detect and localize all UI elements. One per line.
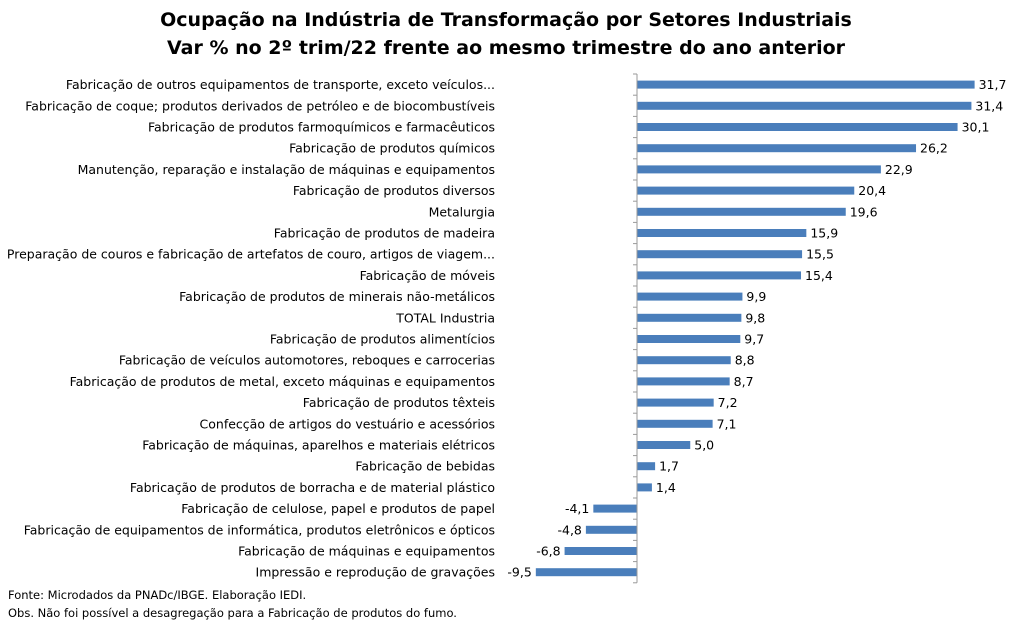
- bar: [637, 165, 881, 174]
- category-label: Fabricação de produtos químicos: [289, 141, 495, 156]
- bar: [637, 123, 958, 131]
- data-label: 26,2: [920, 141, 948, 156]
- category-label: Fabricação de bebidas: [355, 459, 495, 474]
- data-label: 9,7: [744, 332, 764, 347]
- category-label: Fabricação de celulose, papel e produtos…: [181, 501, 495, 516]
- data-label: 7,1: [717, 416, 737, 431]
- category-label: Fabricação de coque; produtos derivados …: [25, 98, 495, 113]
- data-label: -4,1: [565, 501, 589, 516]
- bar: [637, 419, 713, 428]
- category-label: Fabricação de móveis: [360, 268, 495, 283]
- bar: [637, 462, 656, 471]
- bar: [637, 441, 691, 449]
- category-label: Fabricação de produtos alimentícios: [270, 332, 495, 347]
- data-label: -4,8: [557, 522, 581, 537]
- category-label: Fabricação de produtos de borracha e de …: [130, 480, 495, 495]
- bar: [637, 207, 846, 216]
- bar: [637, 186, 855, 195]
- chart-subtitle: Var % no 2º trim/22 frente ao mesmo trim…: [166, 37, 846, 59]
- category-label: Fabricação de produtos de metal, exceto …: [70, 374, 495, 389]
- category-label: Fabricação de produtos de madeira: [274, 226, 495, 241]
- bar: [637, 483, 652, 492]
- category-label: Fabricação de produtos têxteis: [303, 395, 495, 410]
- data-label: 1,7: [659, 459, 679, 474]
- bar: [637, 398, 714, 407]
- bar: [535, 568, 637, 577]
- data-label: 22,9: [885, 162, 913, 177]
- data-label: 31,4: [975, 98, 1003, 113]
- obs-note: Obs. Não foi possível a desagregação par…: [8, 606, 457, 620]
- bar: [637, 229, 807, 237]
- category-label: Fabricação de produtos farmoquímicos e f…: [148, 120, 495, 135]
- category-label: Fabricação de produtos diversos: [293, 183, 495, 198]
- data-label: 19,6: [850, 204, 878, 219]
- data-label: 20,4: [858, 183, 886, 198]
- category-label: Manutenção, reparação e instalação de má…: [78, 162, 495, 177]
- bar: [593, 504, 637, 513]
- data-label: 15,4: [805, 268, 833, 283]
- data-label: 30,1: [962, 120, 990, 135]
- bar: [637, 335, 741, 343]
- bar: [637, 313, 742, 322]
- chart-title: Ocupação na Indústria de Transformação p…: [160, 9, 852, 31]
- bar: [564, 547, 637, 555]
- category-label: TOTAL Industria: [395, 310, 495, 325]
- data-label: 9,9: [746, 289, 766, 304]
- data-label: 31,7: [979, 77, 1007, 92]
- data-label: 7,2: [718, 395, 738, 410]
- bar: [585, 525, 637, 534]
- bar: [637, 101, 972, 110]
- category-label: Impressão e reprodução de gravações: [256, 565, 495, 580]
- bar: [637, 356, 731, 365]
- data-label: 8,8: [735, 353, 755, 368]
- bar: [637, 377, 730, 386]
- category-label: Fabricação de equipamentos de informátic…: [24, 522, 495, 537]
- data-label: 8,7: [734, 374, 754, 389]
- bar: [637, 250, 803, 259]
- data-label: -9,5: [507, 565, 531, 580]
- data-label: 5,0: [694, 438, 714, 453]
- category-label: Fabricação de produtos de minerais não-m…: [179, 289, 495, 304]
- data-label: 15,5: [806, 247, 834, 262]
- data-label: -6,8: [536, 544, 560, 559]
- category-label: Fabricação de máquinas, aparelhos e mate…: [142, 438, 495, 453]
- bar: [637, 292, 743, 301]
- source-note: Fonte: Microdados da PNADc/IBGE. Elabora…: [8, 588, 307, 602]
- category-label: Fabricação de veículos automotores, rebo…: [119, 353, 495, 368]
- data-label: 9,8: [745, 310, 765, 325]
- data-label: 1,4: [656, 480, 676, 495]
- category-label: Preparação de couros e fabricação de art…: [7, 247, 495, 262]
- category-label: Confecção de artigos do vestuário e aces…: [200, 416, 495, 431]
- bar: [637, 144, 917, 153]
- data-label: 15,9: [810, 226, 838, 241]
- bar: [637, 271, 802, 280]
- category-label: Fabricação de máquinas e equipamentos: [238, 544, 495, 559]
- bar: [637, 80, 975, 89]
- category-label: Fabricação de outros equipamentos de tra…: [66, 77, 495, 92]
- category-label: Metalurgia: [429, 204, 495, 219]
